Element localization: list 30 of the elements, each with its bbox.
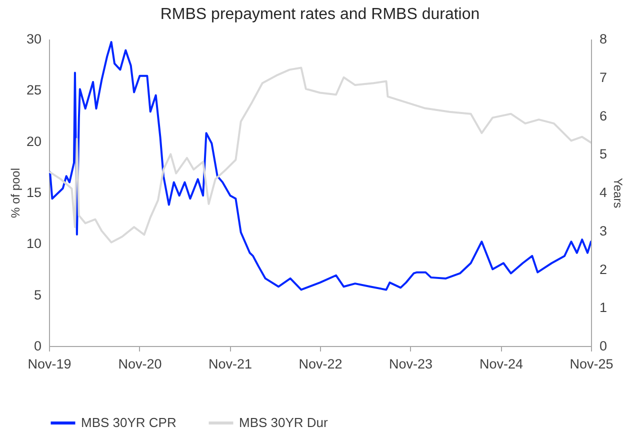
x-tick-label: Nov-20 [118,356,162,372]
x-tick-label: Nov-21 [208,356,252,372]
x-tick-label: Nov-25 [570,356,614,372]
x-tick-label: Nov-24 [479,356,524,372]
y2-tick-label: 5 [600,146,608,162]
legend-label: MBS 30YR Dur [239,415,329,430]
chart-title: RMBS prepayment rates and RMBS duration [160,6,480,23]
x-tick-label: Nov-23 [388,356,433,372]
y-tick-label: 30 [26,32,42,46]
y-tick-label: 0 [34,338,42,354]
y2-tick-label: 4 [600,185,608,200]
line-series [49,66,591,244]
y2-tick-label: 7 [600,70,608,85]
y2-tick-label: 1 [600,300,608,316]
line-series [49,41,591,291]
y-tick-label: 10 [26,236,42,252]
y-tick-label: 20 [26,134,42,149]
y-tick-label: 25 [26,82,42,98]
x-tick-label: Nov-19 [28,356,72,372]
y2-tick-label: 8 [600,32,608,46]
y-tick-label: 15 [26,185,42,200]
y2-tick-label: 2 [600,262,608,277]
legend-label: MBS 30YR CPR [81,415,176,430]
y2-tick-label: 0 [600,338,608,354]
y-tick-label: 5 [34,287,42,302]
y2-axis-title: Years [611,178,626,208]
x-tick-label: Nov-22 [298,356,342,372]
y-axis-title: % of pool [8,168,22,218]
y2-tick-label: 6 [600,108,608,124]
y2-tick-label: 3 [600,223,608,238]
